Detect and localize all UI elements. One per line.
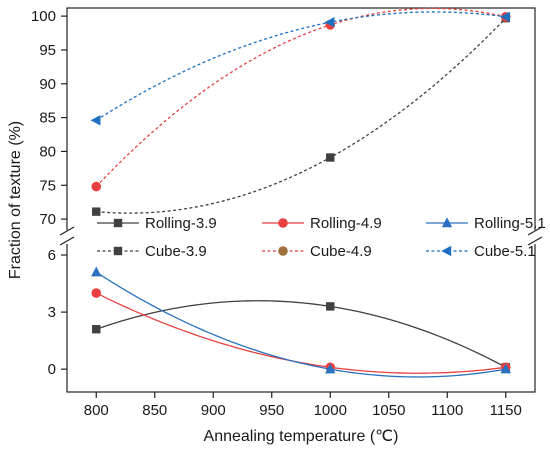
series-line-cube-4-9 — [95, 7, 506, 188]
series-rolling-4-9 — [91, 288, 511, 374]
x-tick-label: 950 — [259, 402, 284, 419]
series-line-cube-5-1 — [95, 11, 506, 121]
x-tick-label: 800 — [84, 402, 109, 419]
legend-marker — [278, 246, 288, 256]
legend-label: Rolling-3.9 — [145, 215, 217, 232]
legend-marker — [441, 245, 452, 257]
data-point-rolling-5-1 — [325, 363, 336, 374]
data-point-rolling-5-1 — [500, 363, 511, 374]
series-line-rolling-5-1 — [95, 271, 506, 378]
y-tick-label: 6 — [48, 247, 56, 264]
data-point-rolling-3-9 — [326, 302, 335, 311]
series-line-rolling-4-9 — [95, 292, 506, 374]
legend-item-rolling-3-9: Rolling-3.9 — [97, 215, 217, 232]
legend-marker — [113, 246, 123, 256]
legend-marker — [278, 218, 288, 228]
data-point-rolling-3-9 — [92, 325, 101, 334]
axis-break-mark-right-1 — [527, 226, 543, 236]
x-tick-label: 1100 — [431, 402, 463, 419]
legend-label: Rolling-4.9 — [310, 215, 382, 232]
series-line-rolling-3-9 — [96, 300, 507, 368]
y-tick-label: 70 — [39, 211, 56, 228]
legend-marker — [113, 218, 123, 228]
x-tick-label: 1050 — [372, 402, 405, 419]
series-cube-5-1 — [90, 11, 510, 126]
y-tick-label: 90 — [39, 76, 56, 93]
legend-item-cube-3-9: Cube-3.9 — [97, 243, 207, 260]
data-point-cube-5-1 — [90, 115, 101, 126]
axis-break-mark-left-1 — [59, 226, 75, 236]
x-tick-label: 1000 — [314, 402, 347, 419]
legend-item-rolling-4-9: Rolling-4.9 — [262, 215, 382, 232]
tick-layer: 800 850 900 950 1000 1050 1100 1150707580859095… — [31, 8, 522, 419]
axis-break-gap-left — [62, 230, 74, 244]
data-point-cube-5-1 — [324, 17, 335, 28]
series-rolling-5-1 — [91, 266, 511, 378]
x-axis-title: Annealing temperature (℃) — [204, 428, 399, 445]
data-point-cube-5-1 — [500, 11, 510, 22]
x-tick-label: 900 — [201, 402, 226, 419]
legend-marker — [441, 217, 453, 228]
legend-label: Rolling-5.1 — [474, 215, 546, 232]
y-tick-label: 95 — [39, 42, 56, 59]
legend-label: Cube-5.1 — [474, 243, 536, 260]
data-point-cube-4-9 — [91, 181, 102, 192]
legend-label: Cube-4.9 — [310, 243, 372, 260]
series-cube-4-9 — [91, 7, 511, 192]
data-point-rolling-4-9 — [91, 288, 102, 298]
series-line-cube-3-9 — [96, 17, 507, 214]
legend: Rolling-3.9 Rolling-4.9 Rolling-5.1 Cube-3.… — [97, 215, 546, 260]
y-tick-label: 3 — [48, 304, 56, 321]
y-tick-label: 100 — [31, 8, 56, 25]
axis-break — [59, 226, 543, 246]
x-tick-label: 1150 — [490, 402, 522, 419]
y-tick-label: 75 — [39, 177, 56, 194]
y-tick-label: 0 — [48, 361, 56, 378]
data-point-cube-3-9 — [326, 153, 335, 162]
data-point-cube-3-9 — [92, 207, 101, 216]
legend-item-rolling-5-1: Rolling-5.1 — [426, 215, 546, 232]
axis-break-mark-right-2 — [527, 236, 543, 246]
y-tick-label: 80 — [39, 143, 56, 160]
y-axis-title: Fraction of texture (%) — [7, 121, 24, 279]
legend-label: Cube-3.9 — [145, 243, 207, 260]
series-layer — [90, 7, 511, 378]
legend-item-cube-5-1: Cube-5.1 — [426, 243, 536, 260]
series-cube-3-9 — [92, 13, 510, 216]
legend-item-cube-4-9: Cube-4.9 — [262, 243, 372, 260]
x-tick-label: 850 — [142, 402, 167, 419]
y-tick-label: 85 — [39, 110, 56, 127]
axis-break-mark-left-2 — [59, 236, 75, 246]
series-rolling-3-9 — [92, 300, 510, 372]
data-point-rolling-5-1 — [91, 266, 102, 277]
plot-frame — [66, 7, 536, 393]
